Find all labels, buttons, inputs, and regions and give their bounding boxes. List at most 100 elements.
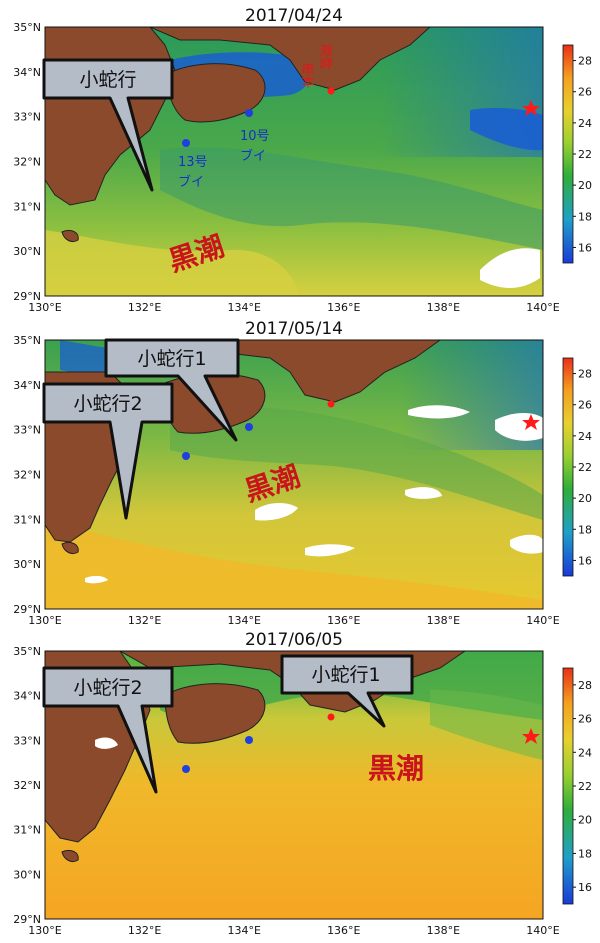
panel-3-callout-1-text: 小蛇行2	[73, 677, 142, 699]
panel-2: 2017/05/14 黒潮 小蛇行1	[13, 319, 592, 627]
panel-1-colorbar-tick-label: 24	[578, 117, 592, 130]
panel-3-island	[61, 849, 79, 863]
panel-3-land-shikoku	[164, 683, 266, 744]
panel-2-colorbar-tick-label: 28	[578, 368, 592, 381]
panel-2-cloud-4	[408, 405, 470, 419]
panel-3-y-tick-label: 31°N	[13, 824, 41, 837]
panel-2-y-tick-label: 30°N	[13, 558, 41, 571]
panel-3-buoy-13	[182, 765, 190, 773]
panel-3-marker-shionomisaki	[327, 713, 335, 721]
panel-3-frame	[44, 650, 544, 920]
panel-1-land-honshu	[149, 26, 432, 91]
panel-2-colorbar-tick-label: 26	[578, 399, 592, 412]
panel-1-x-tick-label: 132°E	[128, 301, 161, 314]
panel-2-y-ticks: 29°N 30°N 31°N 32°N 33°N 34°N 35°N	[13, 334, 41, 616]
panel-2-colorbar-tick-label: 18	[578, 523, 592, 536]
panel-3-colorbar-tick-label: 24	[578, 746, 592, 759]
panel-2-marker-shionomisaki	[327, 400, 335, 408]
panel-2-x-tick-label: 138°E	[427, 614, 460, 627]
panel-3-y-tick-label: 32°N	[13, 779, 41, 792]
panel-2-y-tick-label: 35°N	[13, 334, 41, 347]
panel-3: 2017/06/05 黒潮 小蛇行2 小蛇行1 130°E 132°E 134°E 1…	[13, 630, 592, 937]
panel-3-y-tick-label: 34°N	[13, 690, 41, 703]
panel-2-cloud-7	[85, 575, 108, 584]
panel-3-kuroshio-label: 黒潮	[368, 752, 424, 785]
panel-2-callout-1: 小蛇行1	[104, 338, 240, 442]
panel-1-warm-swirl	[45, 230, 300, 296]
panel-3-callout-1: 小蛇行2	[42, 666, 174, 794]
panel-2-y-tick-label: 33°N	[13, 424, 41, 437]
panel-3-y-tick-label: 33°N	[13, 734, 41, 747]
panel-1-y-tick-label: 34°N	[13, 66, 41, 79]
panel-1-buoy-13-label-2: ブイ	[178, 174, 204, 190]
panel-3-buoy-10	[245, 736, 253, 744]
panel-2-cloud-6	[510, 534, 543, 554]
panel-2-island	[61, 541, 79, 555]
panel-3-star-marker	[522, 728, 540, 744]
panel-1-y-tick-label: 29°N	[13, 290, 41, 303]
panel-3-x-tick-label: 132°E	[128, 924, 161, 937]
panel-2-x-tick-label: 136°E	[327, 614, 360, 627]
panel-2-frame	[44, 339, 544, 610]
panel-2-title: 2017/05/14	[245, 319, 343, 339]
panel-1-colorbar-tick-label: 28	[578, 55, 592, 68]
panel-1-x-tick-label: 134°E	[227, 301, 260, 314]
panel-1-y-tick-label: 35°N	[13, 21, 41, 34]
panel-2-callout-2: 小蛇行2	[42, 382, 174, 520]
panel-3-y-tick-label: 35°N	[13, 645, 41, 658]
panel-2-green-band	[170, 406, 543, 520]
panel-1-place-shionomisaki: 潮岬	[317, 44, 333, 70]
panel-1-x-tick-label: 136°E	[327, 301, 360, 314]
panel-1-cool-band	[160, 147, 543, 250]
panel-3-x-ticks: 130°E 132°E 134°E 136°E 138°E 140°E	[28, 924, 559, 937]
panel-2-y-tick-label: 32°N	[13, 469, 41, 482]
panel-2-colorbar-tick-label: 20	[578, 492, 592, 505]
panel-3-colorbar: 16 18 20 22 24 26 28	[562, 667, 592, 905]
panel-2-callout-1-text: 小蛇行1	[137, 348, 206, 370]
panel-1-colorbar-tick-label: 22	[578, 148, 592, 161]
panel-1-island	[61, 229, 79, 243]
panel-1-x-ticks: 130°E 132°E 134°E 136°E 138°E 140°E	[28, 301, 559, 314]
panel-3-colorbar-tick-label: 16	[578, 881, 592, 894]
panel-1-y-tick-label: 31°N	[13, 200, 41, 213]
panel-2-x-ticks: 130°E 132°E 134°E 136°E 138°E 140°E	[28, 614, 559, 627]
panel-3-colorbar-tick-label: 26	[578, 713, 592, 726]
panel-3-y-tick-label: 30°N	[13, 868, 41, 881]
panel-1-place-kushimoto: 串本	[299, 62, 315, 88]
panel-2-colorbar-tick-label: 24	[578, 430, 592, 443]
panel-2-x-tick-label: 134°E	[227, 614, 260, 627]
panel-1-y-ticks: 29°N 30°N 31°N 32°N 33°N 34°N 35°N	[13, 21, 41, 303]
panel-3-x-tick-label: 134°E	[227, 924, 260, 937]
panel-2-x-tick-label: 130°E	[28, 614, 61, 627]
panel-2-x-tick-label: 132°E	[128, 614, 161, 627]
panel-1-buoy-10-label-2: ブイ	[240, 148, 266, 164]
panel-1-cold-far-east	[470, 107, 543, 151]
panel-3-x-tick-label: 138°E	[427, 924, 460, 937]
panel-3-x-tick-label: 140°E	[526, 924, 559, 937]
panel-1-star-marker	[522, 100, 540, 116]
panel-1-buoy-13-label: 13号	[178, 155, 208, 170]
panel-2-y-tick-label: 29°N	[13, 603, 41, 616]
panel-2-colorbar-tick-label: 16	[578, 554, 592, 567]
panel-3-colorbar-tick-label: 22	[578, 780, 592, 793]
panel-3-title: 2017/06/05	[245, 630, 343, 650]
panel-1-colorbar: 16 18 20 22 24 26 28	[562, 44, 592, 264]
panel-2-star-marker	[522, 414, 540, 430]
panel-1-x-tick-label: 138°E	[427, 301, 460, 314]
panel-2-x-tick-label: 140°E	[526, 614, 559, 627]
panel-1-colorbar-tick-label: 16	[578, 241, 592, 254]
panel-3-callout-2: 小蛇行1	[280, 654, 414, 728]
panel-1-y-tick-label: 32°N	[13, 156, 41, 169]
panel-2-warm-south	[45, 520, 543, 609]
panel-1-x-tick-label: 130°E	[28, 301, 61, 314]
panel-2-cloud-3	[405, 487, 442, 499]
panel-3-colorbar-tick-label: 28	[578, 679, 592, 692]
panel-3-x-tick-label: 130°E	[28, 924, 61, 937]
panel-1-colorbar-tick-label: 20	[578, 179, 592, 192]
panel-2-buoy-13	[182, 452, 190, 460]
panel-1-y-tick-label: 33°N	[13, 111, 41, 124]
panel-3-y-tick-label: 29°N	[13, 913, 41, 926]
panel-3-colorbar-tick-label: 18	[578, 847, 592, 860]
panel-1-colorbar-tick-label: 18	[578, 210, 592, 223]
